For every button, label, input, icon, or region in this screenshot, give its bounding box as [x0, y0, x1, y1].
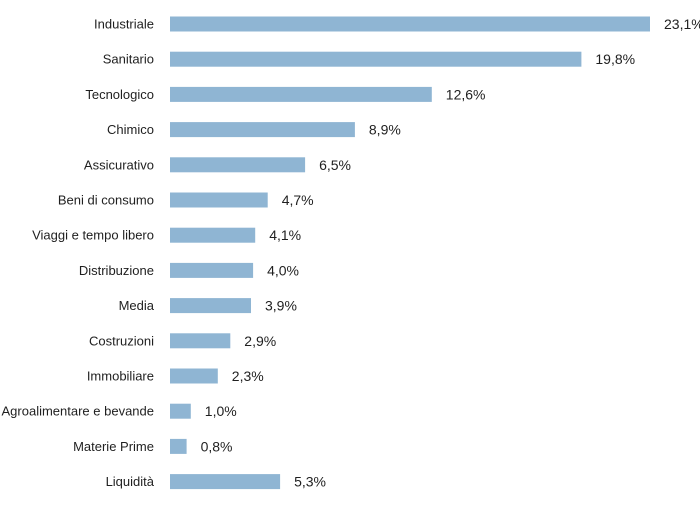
category-label-13: Liquidità: [106, 474, 155, 489]
bar-12: [170, 438, 187, 454]
value-label-3: 8,9%: [369, 122, 401, 138]
category-label-11: Agroalimentare e bevande: [2, 404, 155, 419]
bar-4: [170, 157, 306, 173]
category-labels: Industriale Sanitario Tecnologico Chimico As…: [2, 17, 155, 490]
value-label-2: 12,6%: [446, 86, 486, 102]
bars: [170, 16, 650, 490]
category-label-9: Costruzioni: [89, 333, 154, 348]
value-label-0: 23,1%: [664, 16, 700, 32]
category-label-4: Assicurativo: [84, 157, 154, 172]
category-label-5: Beni di consumo: [58, 193, 154, 208]
category-label-0: Industriale: [94, 17, 154, 32]
value-label-9: 2,9%: [244, 333, 276, 349]
bar-9: [170, 333, 231, 349]
value-labels: 23,1% 19,8% 12,6% 8,9% 6,5% 4,7% 4,1% 4,0% 3,9% 2…: [201, 16, 700, 490]
value-label-10: 2,3%: [232, 368, 264, 384]
value-label-13: 5,3%: [294, 474, 326, 490]
bar-7: [170, 262, 254, 278]
category-label-3: Chimico: [107, 122, 154, 137]
category-label-10: Immobiliare: [87, 369, 154, 384]
value-label-11: 1,0%: [205, 403, 237, 419]
bar-10: [170, 368, 218, 384]
category-label-1: Sanitario: [103, 52, 154, 67]
value-label-8: 3,9%: [265, 298, 297, 314]
bar-5: [170, 192, 268, 208]
bar-2: [170, 86, 432, 102]
value-label-4: 6,5%: [319, 157, 351, 173]
bar-11: [170, 403, 191, 419]
category-label-8: Media: [119, 298, 155, 313]
bar-8: [170, 298, 251, 314]
category-label-12: Materie Prime: [73, 439, 154, 454]
category-label-7: Distribuzione: [79, 263, 154, 278]
bar-3: [170, 122, 355, 138]
category-label-2: Tecnologico: [85, 87, 154, 102]
category-label-6: Viaggi e tempo libero: [32, 228, 154, 243]
bar-1: [170, 51, 582, 67]
value-label-7: 4,0%: [267, 262, 299, 278]
bar-13: [170, 474, 281, 490]
value-label-5: 4,7%: [282, 192, 314, 208]
value-label-12: 0,8%: [201, 438, 233, 454]
bar-6: [170, 227, 256, 243]
value-label-6: 4,1%: [269, 227, 301, 243]
bar-0: [170, 16, 650, 32]
value-label-1: 19,8%: [595, 51, 635, 67]
